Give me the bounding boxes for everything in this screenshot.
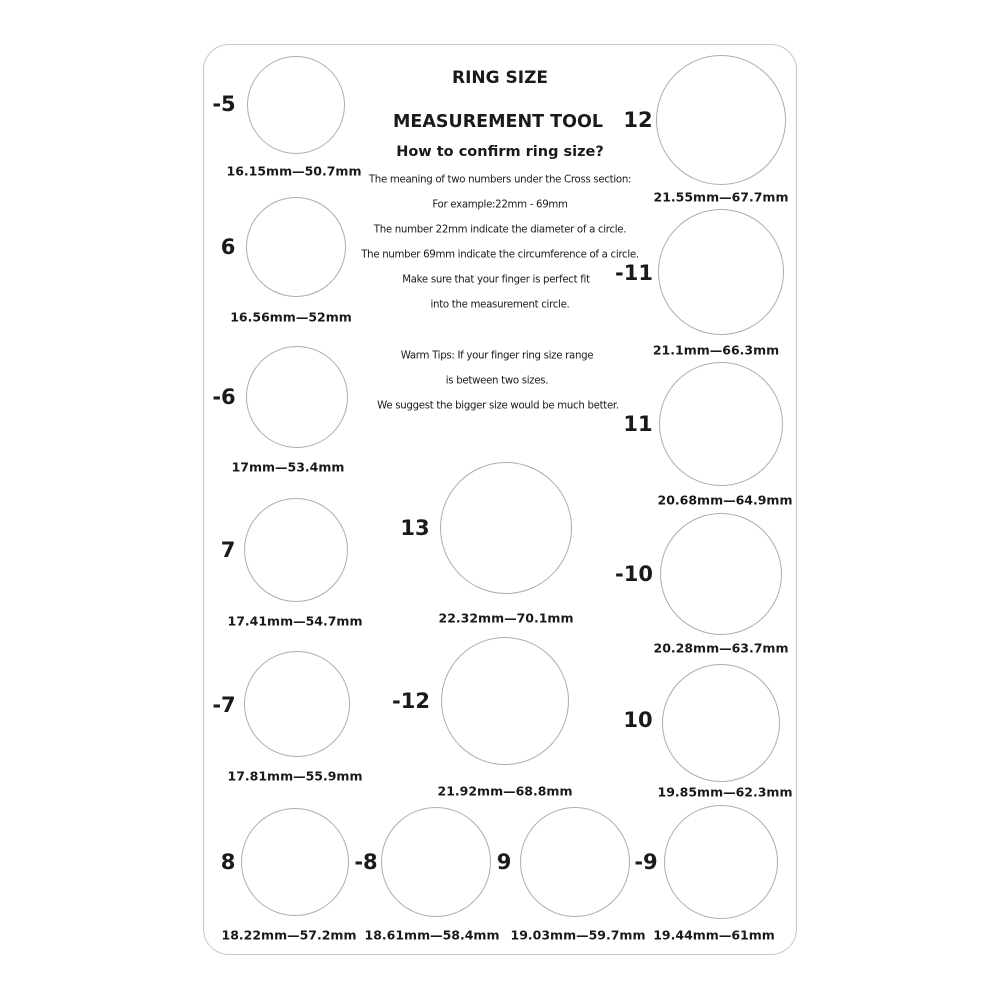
size-label: -12: [392, 689, 430, 713]
instruction-line: The number 69mm indicate the circumferen…: [361, 249, 639, 261]
size-label: -6: [212, 385, 236, 409]
size-label: -7: [212, 693, 236, 717]
size-label: -11: [615, 261, 653, 285]
ring-circle-size-10: [662, 664, 780, 782]
size-caption: 21.55mm—67.7mm: [653, 189, 789, 205]
size-caption: 18.22mm—57.2mm: [221, 927, 357, 943]
size-caption: 19.44mm—61mm: [653, 927, 775, 943]
size-caption: 16.56mm—52mm: [230, 309, 352, 325]
ring-circle-size--5: [247, 56, 345, 154]
ring-circle-size--6: [246, 346, 348, 448]
ring-circle-size-13: [440, 462, 572, 594]
size-caption: 22.32mm—70.1mm: [438, 610, 574, 626]
ring-circle-size--8: [381, 807, 491, 917]
ring-circle-size--11: [658, 209, 784, 335]
instruction-line: Make sure that your finger is perfect fi…: [402, 274, 590, 286]
size-caption: 17mm—53.4mm: [231, 459, 345, 475]
size-label: 10: [623, 708, 653, 732]
size-caption: 20.28mm—63.7mm: [653, 640, 789, 656]
ring-sizer-card: [203, 44, 797, 955]
size-label: 11: [623, 412, 653, 436]
ring-circle-size--12: [441, 637, 569, 765]
ring-circle-size-12: [656, 55, 786, 185]
size-caption: 16.15mm—50.7mm: [226, 163, 362, 179]
size-caption: 17.41mm—54.7mm: [227, 613, 363, 629]
size-label: 6: [220, 235, 236, 259]
instruction-line: The number 22mm indicate the diameter of…: [373, 224, 627, 236]
ring-circle-size-8: [241, 808, 349, 916]
ring-circle-size-11: [659, 362, 783, 486]
size-label: -8: [354, 850, 378, 874]
instruction-line: The meaning of two numbers under the Cro…: [368, 174, 632, 186]
tip-line: Warm Tips: If your finger ring size rang…: [400, 350, 594, 362]
ring-circle-size--7: [244, 651, 350, 757]
tip-line: We suggest the bigger size would be much…: [377, 400, 619, 412]
size-label: -10: [615, 562, 653, 586]
ring-circle-size-9: [520, 807, 630, 917]
size-label: -9: [634, 850, 658, 874]
size-caption: 21.92mm—68.8mm: [437, 783, 573, 799]
size-caption: 19.85mm—62.3mm: [657, 784, 793, 800]
size-label: 8: [220, 850, 236, 874]
size-label: 13: [400, 516, 430, 540]
size-caption: 20.68mm—64.9mm: [657, 492, 793, 508]
ring-circle-size--9: [664, 805, 778, 919]
instruction-line: into the measurement circle.: [430, 299, 570, 311]
size-caption: 17.81mm—55.9mm: [227, 768, 363, 784]
title-line-1: RING SIZE: [451, 68, 549, 88]
instruction-line: For example:22mm - 69mm: [432, 199, 568, 211]
subtitle: How to confirm ring size?: [396, 144, 604, 160]
size-label: 9: [496, 850, 512, 874]
ring-circle-size-7: [244, 498, 348, 602]
tip-line: is between two sizes.: [445, 375, 549, 387]
size-caption: 18.61mm—58.4mm: [364, 927, 500, 943]
size-label: -5: [212, 92, 236, 116]
size-label: 7: [220, 538, 236, 562]
size-label: 12: [623, 108, 653, 132]
size-caption: 21.1mm—66.3mm: [652, 342, 780, 358]
ring-circle-size-6: [246, 197, 346, 297]
size-caption: 19.03mm—59.7mm: [510, 927, 646, 943]
title-line-2: MEASUREMENT TOOL: [392, 112, 604, 132]
ring-circle-size--10: [660, 513, 782, 635]
